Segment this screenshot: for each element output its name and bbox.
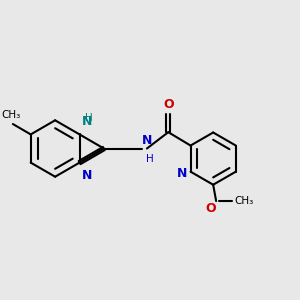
Text: N: N [82,169,92,182]
Text: CH₃: CH₃ [234,196,253,206]
Text: H: H [146,154,154,164]
Text: N: N [177,167,188,180]
Text: H: H [85,112,93,122]
Text: CH₃: CH₃ [2,110,21,121]
Text: O: O [163,98,174,111]
Text: N: N [142,134,152,147]
Text: O: O [205,202,215,215]
Text: N: N [82,115,92,128]
